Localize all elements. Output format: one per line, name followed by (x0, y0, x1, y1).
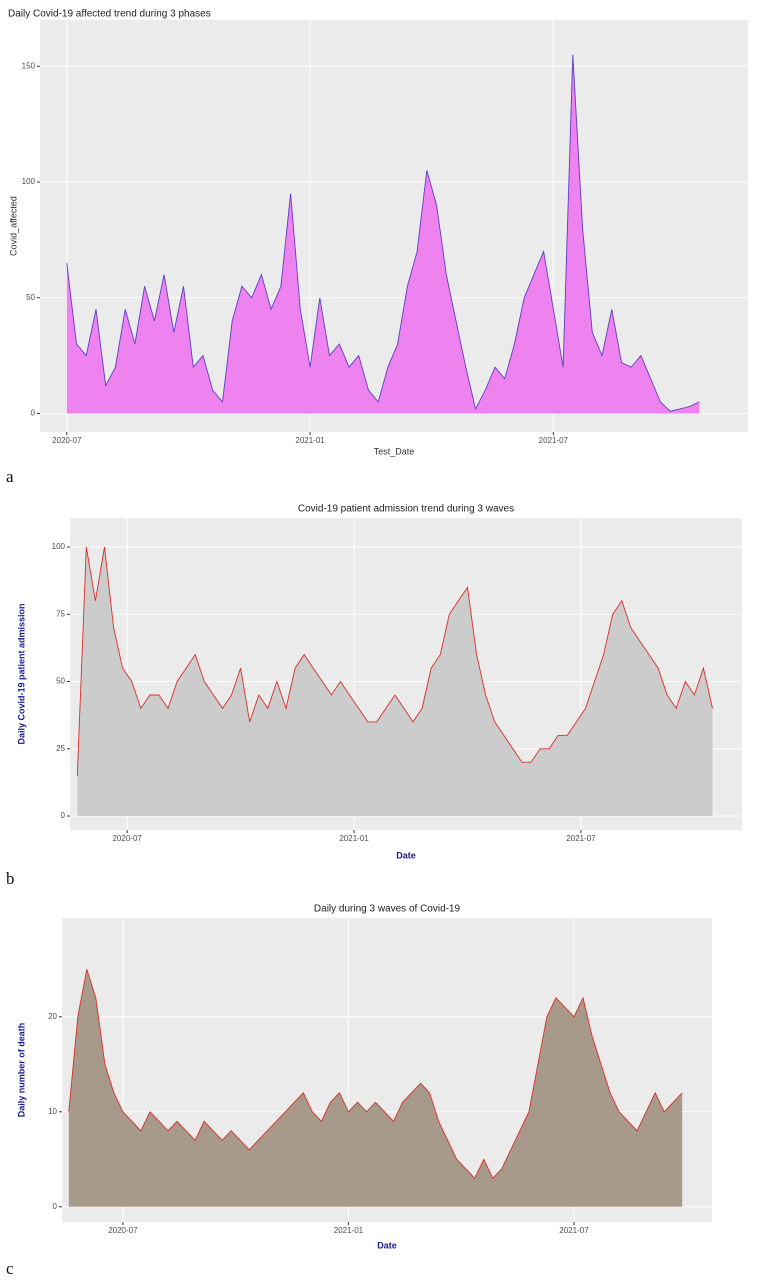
area (68, 969, 683, 1207)
y-tick-label: 50 (26, 293, 35, 302)
x-tick-label: 2021-07 (539, 436, 569, 445)
x-axis-label: Date (377, 1240, 397, 1250)
x-tick-label: 2021-07 (566, 834, 596, 843)
panel-label: b (6, 869, 15, 888)
line (68, 969, 683, 1180)
y-tick-label: 75 (56, 609, 65, 618)
y-tick-label: 100 (22, 177, 36, 186)
chart-title: Covid-19 patient admission trend during … (298, 504, 514, 515)
y-tick-label: 0 (53, 1202, 58, 1211)
area (66, 54, 700, 414)
chart-title: Daily Covid-19 affected trend during 3 p… (8, 9, 211, 20)
y-tick-label: 0 (31, 409, 36, 418)
x-axis-label: Date (396, 850, 416, 860)
panel-label: c (6, 1259, 14, 1278)
x-tick-label: 2020-07 (52, 436, 82, 445)
y-axis-label: Covid_affected (8, 196, 18, 256)
y-axis-label: Daily number of death (16, 1023, 26, 1118)
y-tick-label: 100 (52, 542, 66, 551)
line (66, 54, 700, 412)
x-tick-label: 2021-01 (334, 1226, 364, 1235)
y-tick-label: 10 (48, 1107, 57, 1116)
y-tick-label: 25 (56, 744, 65, 753)
x-tick-label: 2021-01 (339, 834, 369, 843)
line (76, 546, 713, 776)
y-tick-label: 0 (61, 811, 66, 820)
chart-title: Daily during 3 waves of Covid-19 (314, 904, 461, 915)
y-tick-label: 150 (22, 61, 36, 70)
x-tick-label: 2021-07 (559, 1226, 589, 1235)
x-tick-label: 2020-07 (108, 1226, 138, 1235)
x-axis-label: Test_Date (374, 446, 415, 456)
x-tick-label: 2021-01 (295, 436, 325, 445)
y-tick-label: 20 (48, 1012, 57, 1021)
y-tick-label: 50 (56, 677, 65, 686)
panel-label: a (6, 467, 14, 486)
y-axis-label: Daily Covid-19 patient admission (16, 603, 26, 744)
area (77, 547, 713, 817)
x-tick-label: 2020-07 (112, 834, 142, 843)
